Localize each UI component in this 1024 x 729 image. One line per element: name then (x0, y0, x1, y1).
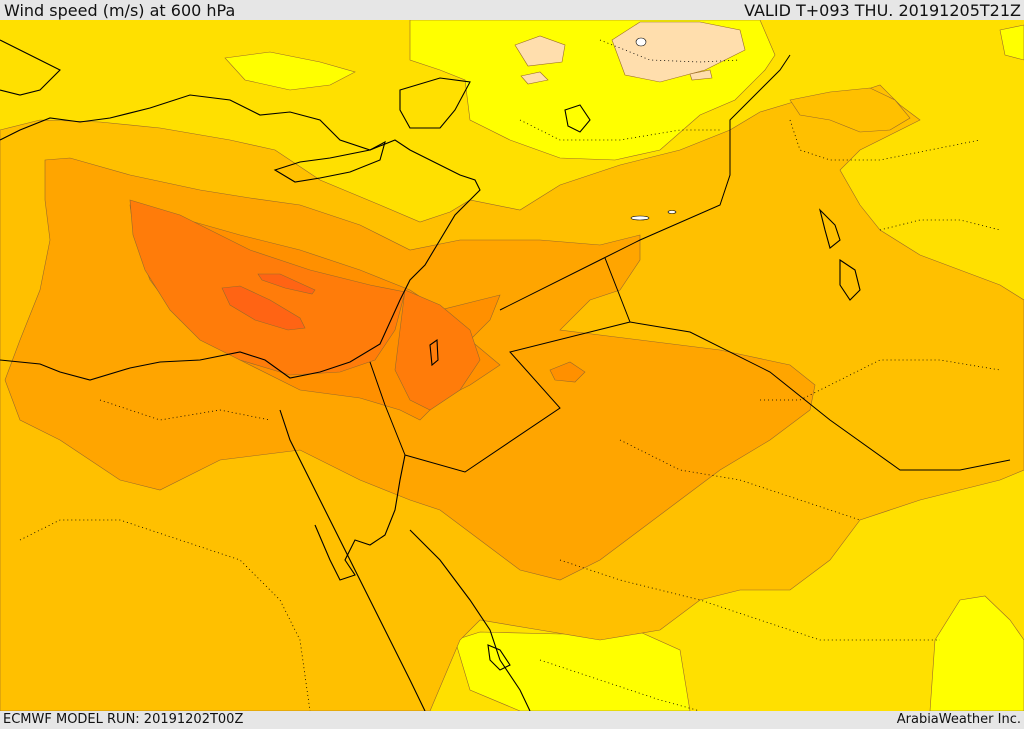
fill-region (520, 71, 549, 85)
country-borders (369, 54, 1011, 473)
wind-band-red-orange (221, 273, 316, 331)
coastline (839, 258, 861, 301)
lakes (630, 37, 677, 221)
fill-region (221, 285, 306, 331)
coastline (273, 140, 386, 183)
border (499, 54, 791, 311)
boundary (789, 119, 981, 161)
coastline (409, 529, 531, 711)
model-run: ECMWF MODEL RUN: 20191202T00Z (3, 712, 244, 727)
boundary (619, 439, 861, 521)
fill-region (611, 21, 746, 83)
fill-region (789, 87, 911, 133)
weather-map[interactable] (0, 20, 1024, 711)
border (369, 361, 406, 456)
border (404, 257, 631, 473)
coastline (399, 77, 471, 129)
coastline (818, 208, 841, 249)
credit: ArabiaWeather Inc. (896, 712, 1021, 727)
fill-region (224, 51, 356, 91)
boundary (879, 219, 1001, 231)
coastlines (0, 39, 861, 711)
lake (667, 210, 677, 214)
map-header: Wind speed (m/s) at 600 hPa VALID T+093 … (0, 0, 1024, 20)
coastline (487, 644, 511, 671)
fill-region (257, 273, 316, 295)
map-footer: ECMWF MODEL RUN: 20191202T00Z ArabiaWeat… (0, 711, 1024, 729)
fill-region (549, 361, 586, 383)
coastline (429, 338, 439, 367)
valid-time: VALID T+093 THU. 20191205T21Z (744, 1, 1021, 20)
boundary (519, 119, 720, 141)
lake (635, 37, 647, 47)
fill-region (999, 24, 1024, 61)
lake (630, 215, 650, 221)
coastline (279, 409, 426, 711)
internal-boundaries (19, 39, 1001, 711)
border (629, 321, 1011, 471)
fill-region (454, 631, 691, 711)
wind-band-lightest (514, 21, 746, 85)
boundary (559, 559, 940, 641)
fill-region (129, 199, 406, 376)
map-title: Wind speed (m/s) at 600 hPa (4, 1, 236, 20)
fill-region (929, 595, 1024, 711)
coastline (314, 454, 406, 581)
coastline (564, 104, 591, 133)
coastline (0, 39, 61, 96)
fill-region (514, 35, 566, 67)
fill-region (689, 69, 713, 81)
coastline (0, 94, 481, 381)
